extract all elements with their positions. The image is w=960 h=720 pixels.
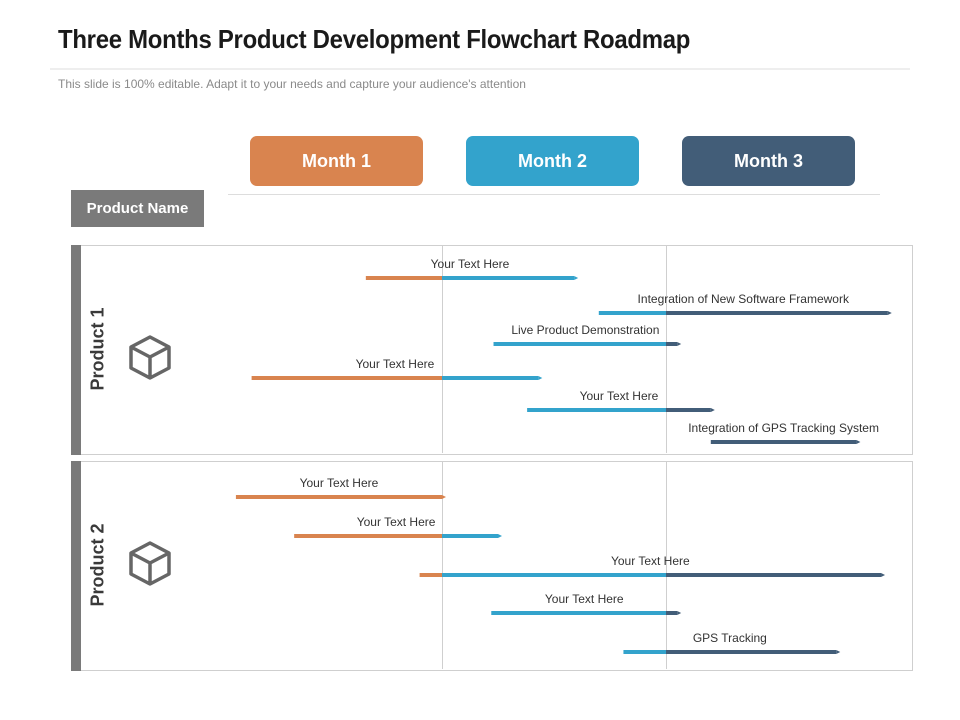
gantt-bar-segment	[666, 650, 837, 654]
gantt-bar-segment	[419, 573, 442, 577]
page-subtitle: This slide is 100% editable. Adapt it to…	[58, 77, 526, 91]
gantt-bar-segment	[710, 440, 857, 444]
gantt-bar-tip	[856, 440, 861, 444]
task-label: Integration of GPS Tracking System	[688, 421, 879, 435]
gantt-bar-segment	[442, 534, 498, 538]
month-3-header: Month 3	[682, 136, 855, 186]
gantt-bar-tip	[442, 495, 446, 499]
product-2-side-bar	[71, 461, 81, 671]
month-divider	[442, 461, 443, 669]
task-label: Integration of New Software Framework	[637, 292, 849, 306]
task-label: Your Text Here	[430, 257, 510, 271]
product-1-side-bar	[71, 245, 81, 455]
task-label: Your Text Here	[579, 389, 659, 403]
gantt-bar-segment	[666, 408, 711, 412]
task-label: Your Text Here	[544, 592, 624, 606]
month-divider	[442, 245, 443, 453]
title-divider	[50, 68, 910, 70]
month-divider	[666, 461, 667, 669]
gantt-bar-segment	[442, 573, 666, 577]
task-label: Your Text Here	[355, 357, 435, 371]
gantt-bar-segment	[666, 311, 888, 315]
gantt-bar-segment	[666, 611, 678, 615]
gantt-bar-segment	[235, 495, 442, 499]
gantt-bar-tip	[710, 408, 715, 412]
gantt-bar-segment	[442, 376, 539, 380]
month-1-header: Month 1	[250, 136, 423, 186]
gantt-bar-tip	[887, 311, 892, 315]
gantt-bar-segment	[623, 650, 666, 654]
gantt-bar-tip	[836, 650, 841, 654]
cube-icon	[129, 335, 171, 380]
gantt-bar-tip	[677, 611, 682, 615]
task-label: Your Text Here	[610, 554, 690, 568]
product-2-panel	[71, 461, 913, 671]
gantt-bar-tip	[677, 342, 682, 346]
task-label: Your Text Here	[356, 515, 436, 529]
gantt-bar-tip	[538, 376, 543, 380]
gantt-bar-segment	[666, 573, 882, 577]
gantt-bar-segment	[294, 534, 442, 538]
page-title: Three Months Product Development Flowcha…	[58, 24, 691, 54]
gantt-bar-tip	[881, 573, 886, 577]
gantt-bar-segment	[365, 276, 442, 280]
gantt-bar-tip	[574, 276, 579, 280]
gantt-bar-segment	[666, 342, 678, 346]
gantt-bar-segment	[251, 376, 442, 380]
product-name-label: Product Name	[71, 190, 204, 227]
task-label: Live Product Demonstration	[511, 323, 660, 337]
task-label: GPS Tracking	[692, 631, 767, 645]
header-divider	[228, 194, 880, 195]
task-label: Your Text Here	[299, 476, 379, 490]
month-2-header: Month 2	[466, 136, 639, 186]
gantt-bar-segment	[442, 276, 575, 280]
gantt-bar-tip	[498, 534, 502, 538]
gantt-bar-segment	[491, 611, 666, 615]
month-divider	[666, 245, 667, 453]
gantt-bar-segment	[598, 311, 666, 315]
gantt-bar-segment	[527, 408, 666, 412]
gantt-bar-segment	[493, 342, 666, 346]
cube-icon	[129, 541, 171, 586]
